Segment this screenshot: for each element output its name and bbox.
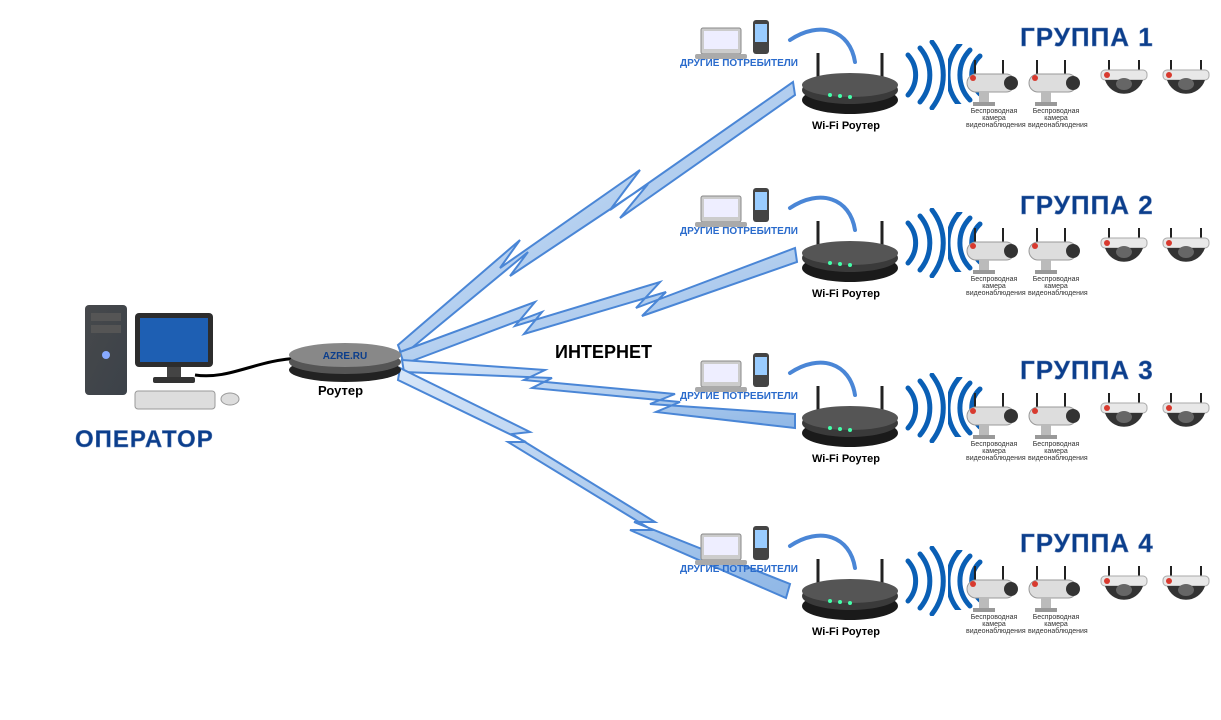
central-router-label: Роутер: [318, 383, 363, 398]
diagram-root: ОПЕРАТОР AZRE.RU Роутер ИНТЕРНЕТ ДРУГИЕ …: [0, 0, 1221, 720]
group-title: ГРУППА 3: [1020, 355, 1154, 386]
cam-caption: Беспроводная камера видеонаблюдения: [966, 276, 1022, 297]
consumers-icon: [695, 520, 785, 570]
cam-caption: Беспроводная камера видеонаблюдения: [1028, 276, 1084, 297]
cam-caption: Беспроводная камера видеонаблюдения: [966, 614, 1022, 635]
operator-pc: [75, 295, 255, 425]
cam-caption: Беспроводная камера видеонаблюдения: [1028, 441, 1084, 462]
wifi-router-icon: [800, 551, 910, 626]
consumers-label: ДРУГИЕ ПОТРЕБИТЕЛИ: [680, 391, 798, 402]
internet-label: ИНТЕРНЕТ: [555, 342, 652, 363]
wifi-router-label: Wi-Fi Роутер: [812, 453, 880, 465]
consumers-icon: [695, 347, 785, 397]
router-brand: AZRE.RU: [323, 351, 367, 362]
group-title: ГРУППА 2: [1020, 190, 1154, 221]
wifi-router-label: Wi-Fi Роутер: [812, 288, 880, 300]
consumers-label: ДРУГИЕ ПОТРЕБИТЕЛИ: [680, 564, 798, 575]
cam-caption: Беспроводная камера видеонаблюдения: [1028, 108, 1084, 129]
consumers-label: ДРУГИЕ ПОТРЕБИТЕЛИ: [680, 226, 798, 237]
wifi-waves-icon: [900, 40, 950, 110]
wifi-waves-icon: [900, 546, 950, 616]
cam-caption: Беспроводная камера видеонаблюдения: [966, 108, 1022, 129]
wifi-router-icon: [800, 45, 910, 120]
consumers-label: ДРУГИЕ ПОТРЕБИТЕЛИ: [680, 58, 798, 69]
wifi-router-label: Wi-Fi Роутер: [812, 120, 880, 132]
wifi-router-icon: [800, 378, 910, 453]
consumers-icon: [695, 14, 785, 64]
central-router: AZRE.RU: [285, 330, 405, 385]
wifi-router-icon: [800, 213, 910, 288]
group-title: ГРУППА 4: [1020, 528, 1154, 559]
consumers-icon: [695, 182, 785, 232]
wifi-router-label: Wi-Fi Роутер: [812, 626, 880, 638]
group-title: ГРУППА 1: [1020, 22, 1154, 53]
wifi-waves-icon: [900, 208, 950, 278]
operator-label: ОПЕРАТОР: [75, 426, 214, 454]
wifi-waves-icon: [900, 373, 950, 443]
cam-caption: Беспроводная камера видеонаблюдения: [966, 441, 1022, 462]
cam-caption: Беспроводная камера видеонаблюдения: [1028, 614, 1084, 635]
